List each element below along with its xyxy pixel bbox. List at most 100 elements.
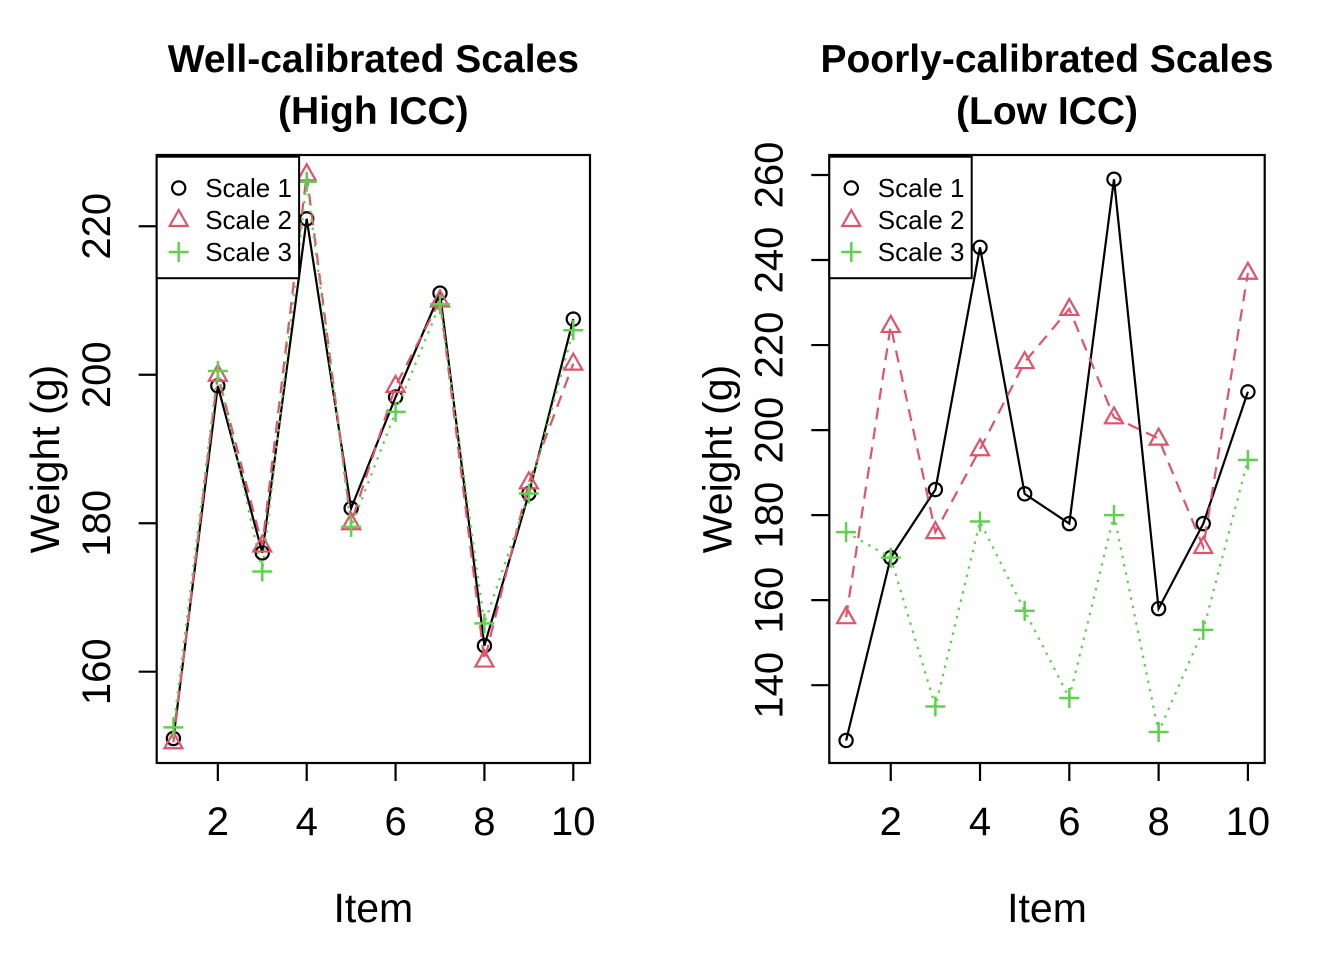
y-tick-label: 260: [748, 142, 792, 209]
circle-glyph: [170, 180, 187, 196]
plus-marker-icon: [207, 361, 228, 382]
circle-marker-icon: [254, 545, 270, 561]
plus-marker-icon: [836, 522, 857, 543]
triangle-marker-icon: [251, 533, 274, 553]
y-tick-label: 200: [748, 397, 792, 464]
plus-marker-icon: [925, 696, 946, 717]
y-tick-label: 220: [75, 193, 119, 260]
triangle-marker-icon: [1058, 296, 1081, 317]
triangle-glyph: [1103, 405, 1125, 425]
x-tick-label: 2: [880, 800, 902, 844]
series-line: [845, 272, 1249, 618]
legend-circle-marker-icon: [170, 180, 187, 196]
plus-marker-icon: [163, 717, 184, 738]
circle-marker-icon: [972, 239, 988, 255]
plus-marker-icon: [880, 547, 901, 568]
triangle-marker-icon: [969, 436, 991, 457]
y-tick-label: 140: [748, 652, 792, 719]
triangle-glyph: [840, 207, 863, 228]
x-tick-label: 6: [1058, 800, 1080, 844]
panel-title-line2: (High ICC): [278, 90, 469, 133]
legend-entry: Scale 3: [168, 237, 292, 267]
panel-left: Well-calibrated Scales (High ICC) 2 4 6 8 10 16…: [22, 38, 596, 931]
triangle-marker-icon: [1237, 260, 1259, 280]
plus-marker-icon: [518, 483, 539, 504]
series-line: [172, 174, 575, 743]
circle-marker-icon: [1240, 384, 1256, 400]
legend-label: Scale 2: [205, 205, 292, 235]
series-scale-2: [835, 260, 1259, 625]
circle-marker-icon: [927, 481, 944, 498]
y-axis-title: Weight (g): [22, 365, 68, 553]
circle-glyph: [1106, 171, 1122, 187]
triangle-marker-icon: [384, 373, 407, 393]
axes: [811, 173, 1250, 781]
legend-plus-marker-icon: [841, 242, 862, 262]
triangle-glyph: [1058, 296, 1081, 317]
x-axis-title: Item: [333, 885, 413, 931]
legend-triangle-marker-icon: [840, 207, 863, 228]
panel-right: Poorly-calibrated Scales (Low ICC) 2 4 6 8 10 1…: [695, 38, 1274, 931]
x-tick-label: 10: [1226, 800, 1271, 844]
y-tick-label: 160: [75, 638, 119, 705]
triangle-glyph: [969, 436, 991, 457]
series-scale-3: [163, 171, 584, 738]
triangle-glyph: [1237, 260, 1259, 280]
triangle-glyph: [473, 648, 496, 668]
circle-glyph: [1240, 384, 1256, 400]
plus-marker-icon: [563, 320, 584, 341]
circle-marker-icon: [1195, 515, 1211, 532]
plus-marker-icon: [474, 613, 495, 634]
plus-marker-icon: [1014, 600, 1035, 621]
legend-box: [828, 155, 973, 280]
plus-marker-icon: [385, 401, 406, 422]
circle-glyph: [838, 732, 854, 749]
triangle-glyph: [1013, 349, 1036, 370]
legend-plus-marker-icon: [168, 242, 189, 262]
panel-title-line2: (Low ICC): [956, 90, 1138, 133]
triangle-glyph: [251, 533, 274, 553]
plot-border: [155, 153, 592, 765]
y-tick-label: 220: [748, 312, 792, 379]
triangle-glyph: [924, 519, 947, 540]
y-axis-title: Weight (g): [695, 365, 741, 553]
x-tick-label: 4: [296, 800, 318, 844]
plus-marker-icon: [341, 516, 362, 537]
legend-triangle-marker-icon: [167, 207, 190, 228]
circle-marker-icon: [1016, 486, 1033, 502]
plus-marker-icon: [252, 561, 273, 582]
triangle-glyph: [879, 313, 902, 334]
plus-marker-icon: [1237, 449, 1258, 470]
axes: [138, 225, 575, 781]
legend-label: Scale 3: [878, 237, 965, 267]
series-line: [845, 459, 1249, 736]
legend-entry: Scale 2: [840, 205, 965, 235]
plus-marker-icon: [1193, 619, 1214, 640]
circle-glyph: [1016, 486, 1033, 502]
plot-border: [828, 153, 1266, 765]
legend-label: Scale 1: [878, 173, 965, 203]
plus-marker-icon: [1059, 687, 1080, 708]
triangle-glyph: [835, 604, 857, 625]
legend-entry: Scale 2: [167, 205, 292, 235]
panel-title-line1: Well-calibrated Scales: [168, 38, 579, 81]
series-scale-3: [836, 449, 1258, 742]
legend-entry: Scale 3: [841, 237, 965, 267]
circle-marker-icon: [1061, 515, 1078, 532]
triangle-marker-icon: [1192, 534, 1215, 555]
circle-marker-icon: [1150, 600, 1167, 617]
legend-label: Scale 2: [878, 205, 965, 235]
triangle-marker-icon: [1147, 426, 1170, 446]
triangle-glyph: [162, 729, 185, 750]
triangle-marker-icon: [924, 519, 947, 540]
triangle-marker-icon: [473, 648, 496, 668]
triangle-marker-icon: [835, 604, 857, 625]
triangle-glyph: [1192, 534, 1215, 555]
y-tick-label: 160: [748, 567, 792, 634]
triangle-glyph: [562, 351, 585, 371]
triangle-marker-icon: [162, 729, 185, 750]
x-tick-label: 8: [473, 800, 495, 844]
